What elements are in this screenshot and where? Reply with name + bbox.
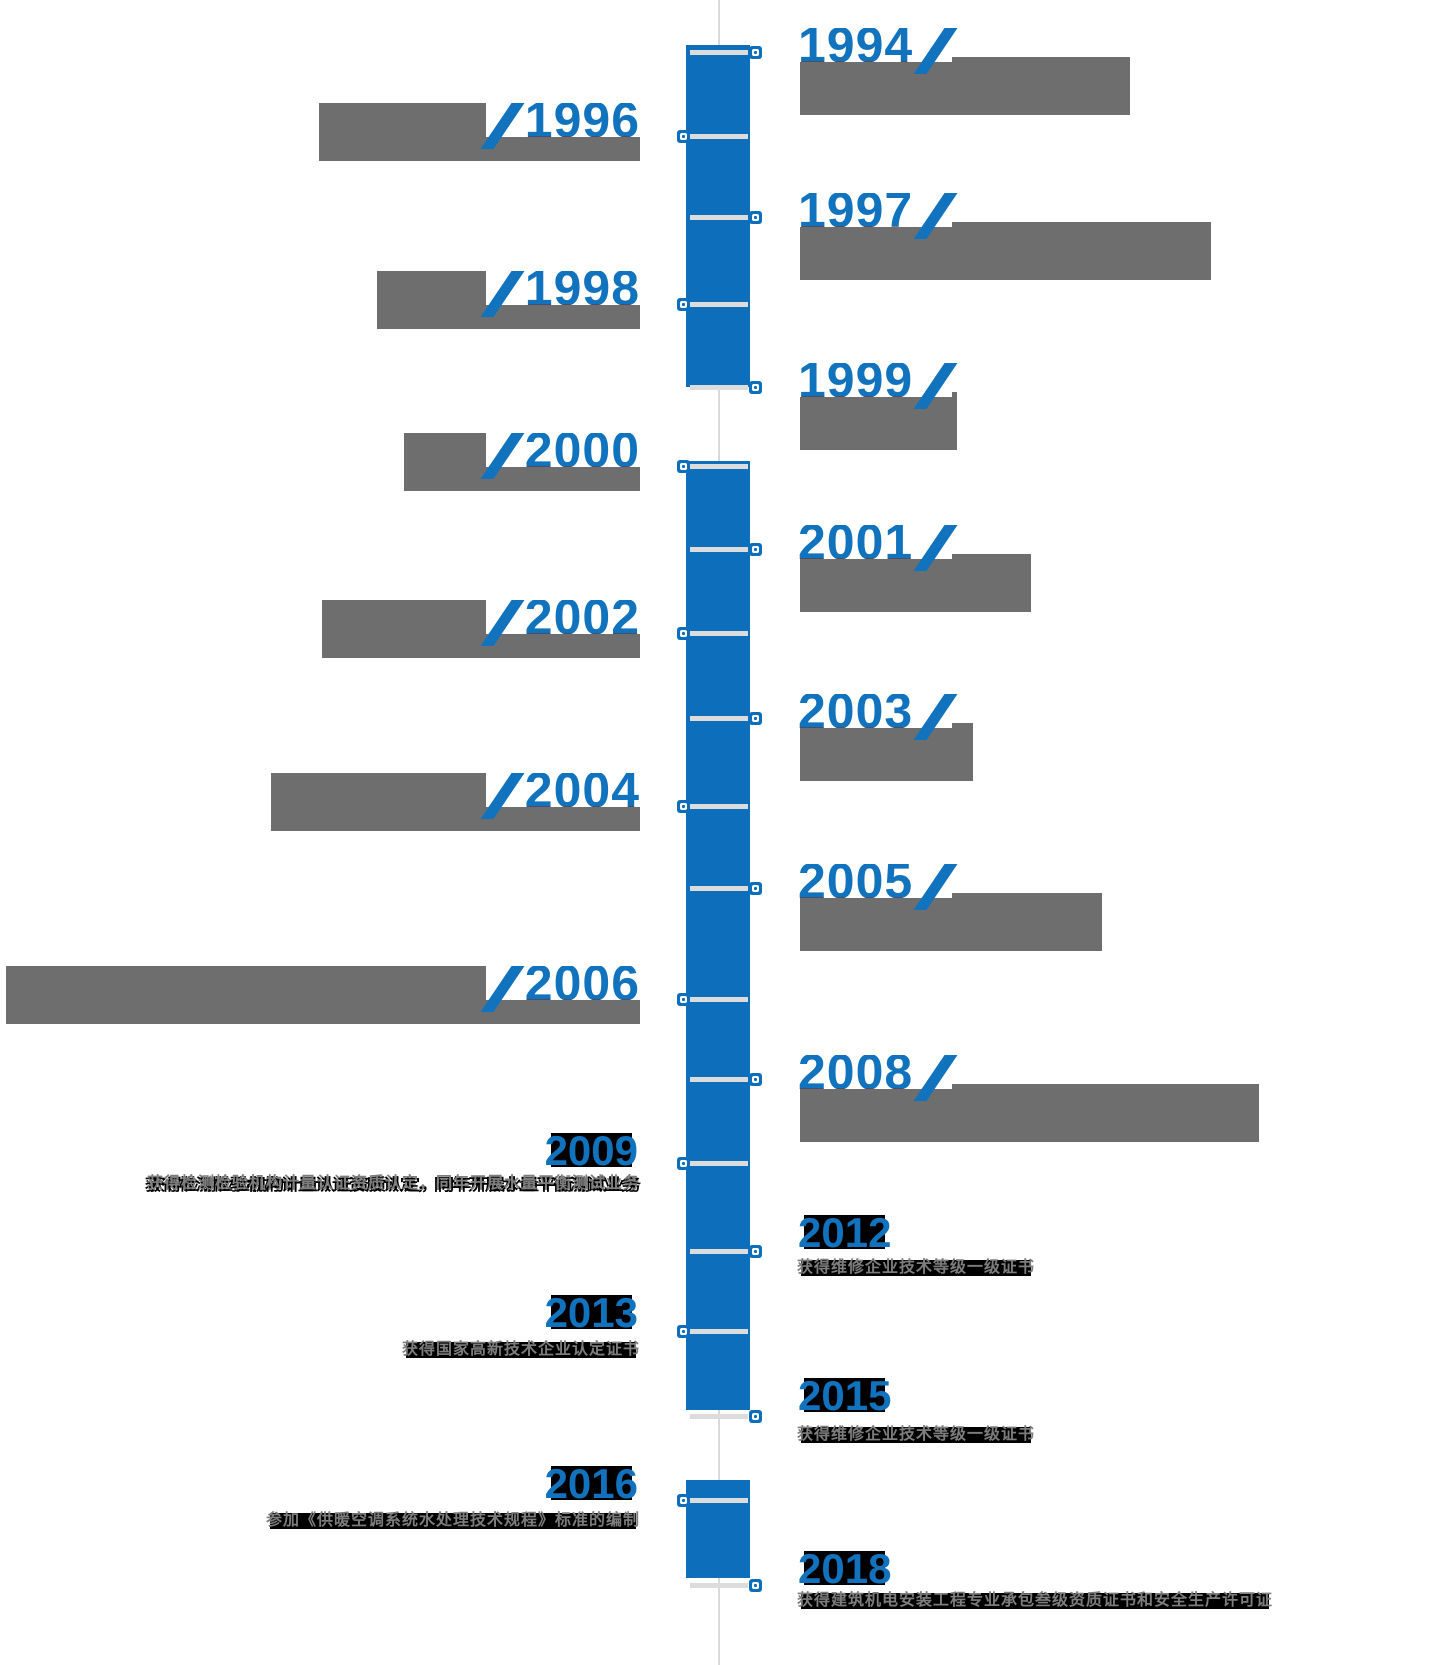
year-text: 2000 — [524, 422, 640, 478]
timeline-node-marker[interactable] — [677, 627, 690, 640]
year-label: 2002 — [480, 589, 640, 646]
year-text: 2003 — [798, 683, 914, 739]
milestone-text-block — [800, 1084, 1259, 1142]
tick-line — [690, 631, 748, 636]
year-label: 2009 — [545, 1130, 638, 1172]
milestone-text-block — [800, 893, 1102, 951]
year-label: 2015 — [798, 1375, 891, 1417]
tick-line — [690, 1077, 748, 1082]
year-text: 2004 — [524, 762, 640, 818]
milestone-description: 获得建筑机电安装工程专业承包叁级资质证书和安全生产许可证 — [797, 1591, 1273, 1611]
milestone-description: 获得维修企业技术等级一级证书 — [797, 1258, 1035, 1278]
timeline-node-marker[interactable] — [749, 882, 762, 895]
tick-line — [690, 547, 748, 552]
milestone-text-block — [800, 723, 973, 781]
year-label: 2000 — [480, 422, 640, 479]
milestone-description: 获得维修企业技术等级一级证书 — [797, 1425, 1035, 1445]
year-label: 2001 — [798, 514, 958, 571]
description-text: 获得维修企业技术等级一级证书 — [797, 1426, 1036, 1443]
description-text: 获得检测检验机构计量认证资质认定，同年开展水量平衡测试业务 — [146, 1175, 640, 1192]
year-label: 2013 — [545, 1292, 638, 1334]
timeline-node-marker[interactable] — [749, 46, 762, 59]
year-label: 1997 — [798, 182, 958, 239]
timeline-bar-segment — [686, 461, 750, 1410]
tick-line — [690, 1161, 748, 1166]
year-label: 2006 — [480, 955, 640, 1012]
year-label: 1994 — [798, 17, 958, 74]
year-label: 2003 — [798, 683, 958, 740]
milestone-description: 参加《供暖空调系统水处理技术规程》标准的编制 — [266, 1511, 640, 1531]
year-text: 2015 — [798, 1372, 892, 1419]
year-text: 2009 — [544, 1127, 638, 1174]
milestone-description: 获得国家高新技术企业认定证书 — [402, 1340, 640, 1360]
year-text: 1999 — [798, 352, 914, 408]
tick-line — [690, 1329, 748, 1334]
description-text: 参加《供暖空调系统水处理技术规程》标准的编制 — [265, 1512, 640, 1529]
tick-line — [690, 464, 748, 469]
year-text: 2002 — [524, 589, 640, 645]
year-text: 2013 — [544, 1289, 638, 1336]
timeline-node-marker[interactable] — [749, 1245, 762, 1258]
tick-line — [690, 1498, 748, 1503]
timeline-node-marker[interactable] — [749, 712, 762, 725]
timeline-node-marker[interactable] — [677, 1157, 690, 1170]
timeline-node-marker[interactable] — [749, 211, 762, 224]
timeline-node-marker[interactable] — [677, 130, 690, 143]
tick-line — [690, 886, 748, 891]
timeline-node-marker[interactable] — [677, 1325, 690, 1338]
year-label: 1998 — [480, 260, 640, 317]
milestone-description: 获得检测检验机构计量认证资质认定，同年开展水量平衡测试业务 — [147, 1174, 640, 1194]
year-label: 2005 — [798, 853, 958, 910]
milestone-text-block — [800, 554, 1031, 612]
tick-line — [690, 385, 748, 390]
year-text: 2001 — [798, 514, 914, 570]
year-text: 2006 — [524, 955, 640, 1011]
year-text: 1996 — [524, 92, 640, 148]
tick-line — [690, 215, 748, 220]
tick-line — [690, 804, 748, 809]
tick-line — [690, 302, 748, 307]
tick-line — [690, 1414, 748, 1419]
year-text: 2008 — [798, 1044, 914, 1100]
year-text: 2005 — [798, 853, 914, 909]
timeline-node-marker[interactable] — [677, 800, 690, 813]
year-text: 2012 — [798, 1209, 892, 1256]
year-label: 2018 — [798, 1548, 891, 1590]
year-label: 2008 — [798, 1044, 958, 1101]
year-label: 1999 — [798, 352, 958, 409]
year-label: 2004 — [480, 762, 640, 819]
timeline-node-marker[interactable] — [677, 993, 690, 1006]
description-text: 获得维修企业技术等级一级证书 — [797, 1259, 1036, 1276]
year-text: 2016 — [544, 1460, 638, 1507]
timeline-node-marker[interactable] — [749, 543, 762, 556]
year-text: 1998 — [524, 260, 640, 316]
timeline-node-marker[interactable] — [749, 1073, 762, 1086]
tick-line — [690, 1249, 748, 1254]
tick-line — [690, 716, 748, 721]
year-text: 2018 — [798, 1545, 892, 1592]
year-label: 2012 — [798, 1212, 891, 1254]
tick-line — [690, 997, 748, 1002]
tick-line — [690, 50, 748, 55]
timeline-bar-segment — [686, 1480, 750, 1578]
year-text: 1997 — [798, 182, 914, 238]
description-text: 获得建筑机电安装工程专业承包叁级资质证书和安全生产许可证 — [797, 1592, 1274, 1609]
timeline-node-marker[interactable] — [677, 460, 690, 473]
tick-line — [690, 1583, 748, 1588]
year-text: 1994 — [798, 17, 914, 73]
milestone-text-block — [800, 57, 1130, 115]
timeline-node-marker[interactable] — [749, 1579, 762, 1592]
timeline-node-marker[interactable] — [677, 298, 690, 311]
year-label: 1996 — [480, 92, 640, 149]
year-label: 2016 — [545, 1463, 638, 1505]
description-text: 获得国家高新技术企业认定证书 — [401, 1341, 640, 1358]
timeline-node-marker[interactable] — [749, 381, 762, 394]
timeline-node-marker[interactable] — [749, 1410, 762, 1423]
timeline-node-marker[interactable] — [677, 1494, 690, 1507]
tick-line — [690, 134, 748, 139]
milestone-text-block — [800, 222, 1211, 280]
